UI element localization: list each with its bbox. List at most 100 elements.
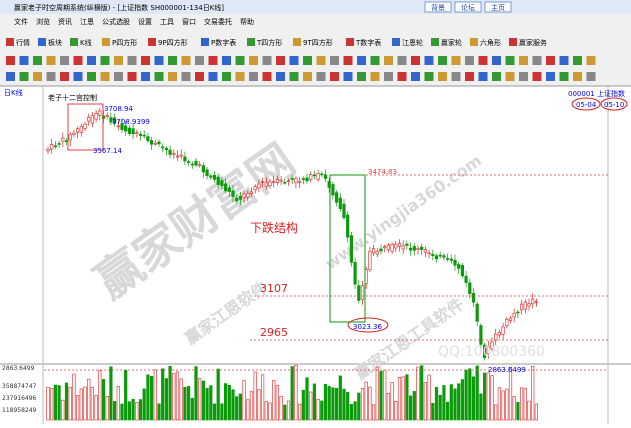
toolbar-icon[interactable]	[586, 72, 596, 81]
toolbar-icon[interactable]	[293, 38, 301, 46]
toolbar-icon[interactable]	[141, 72, 150, 81]
toolbar-icon[interactable]	[114, 72, 123, 81]
toolbar-icon[interactable]	[451, 56, 461, 65]
toolbar-icon[interactable]	[546, 72, 555, 81]
toolbar-icon[interactable]	[303, 56, 312, 65]
toolbar-button[interactable]: 江恩轮	[402, 38, 423, 47]
toolbar-icon[interactable]	[346, 38, 354, 46]
menu-item[interactable]: 工具	[160, 18, 174, 26]
toolbar-icon[interactable]	[384, 72, 393, 81]
toolbar-icon[interactable]	[424, 56, 434, 65]
toolbar-icon[interactable]	[208, 72, 218, 81]
title-button[interactable]	[454, 1, 482, 13]
toolbar-icon[interactable]	[195, 72, 204, 81]
toolbar-icon[interactable]	[249, 56, 258, 65]
toolbar-icon[interactable]	[478, 72, 488, 81]
toolbar-icon[interactable]	[46, 56, 56, 65]
toolbar-icon[interactable]	[168, 56, 177, 65]
toolbar-icon[interactable]	[330, 56, 339, 65]
toolbar-button[interactable]: 赢家服务	[519, 38, 547, 47]
toolbar-icon[interactable]	[6, 38, 14, 46]
title-button[interactable]	[484, 1, 512, 13]
toolbar-icon[interactable]	[559, 72, 569, 81]
toolbar-icon[interactable]	[222, 56, 231, 65]
toolbar-button[interactable]: 六角形	[480, 38, 501, 47]
toolbar-button[interactable]: T数字表	[355, 38, 381, 47]
toolbar-icon[interactable]	[100, 56, 110, 65]
toolbar-icon[interactable]	[492, 56, 501, 65]
menu-item[interactable]: 交易委托	[204, 17, 232, 26]
menu-item[interactable]: 公式选股	[102, 17, 130, 26]
toolbar-icon[interactable]	[370, 56, 380, 65]
toolbar-icon[interactable]	[19, 72, 29, 81]
menu-item[interactable]: 江恩	[80, 18, 94, 26]
toolbar-icon[interactable]	[357, 72, 366, 81]
toolbar-icon[interactable]	[384, 56, 393, 65]
toolbar-icon[interactable]	[431, 38, 439, 46]
toolbar-button[interactable]: T四方形	[256, 38, 282, 47]
toolbar-icon[interactable]	[6, 56, 15, 65]
toolbar-icon[interactable]	[235, 56, 245, 65]
toolbar-icon[interactable]	[181, 56, 191, 65]
menu-item[interactable]: 资讯	[58, 17, 72, 26]
toolbar-icon[interactable]	[411, 72, 420, 81]
toolbar-icon[interactable]	[451, 72, 461, 81]
toolbar-icon[interactable]	[46, 72, 56, 81]
toolbar-icon[interactable]	[478, 56, 488, 65]
toolbar-icon[interactable]	[201, 38, 209, 46]
toolbar-icon[interactable]	[247, 38, 255, 46]
toolbar-button[interactable]: P四方形	[112, 38, 137, 47]
toolbar-icon[interactable]	[148, 38, 156, 46]
toolbar-icon[interactable]	[154, 56, 164, 65]
toolbar-icon[interactable]	[262, 72, 272, 81]
toolbar-icon[interactable]	[424, 72, 434, 81]
toolbar-icon[interactable]	[33, 72, 42, 81]
toolbar-button[interactable]: 9T四方形	[303, 38, 333, 47]
menu-item[interactable]: 浏览	[36, 17, 50, 26]
toolbar-icon[interactable]	[370, 72, 380, 81]
toolbar-icon[interactable]	[19, 56, 29, 65]
toolbar-button[interactable]: 板块	[48, 38, 62, 47]
toolbar-icon[interactable]	[343, 72, 353, 81]
title-button[interactable]	[424, 1, 452, 13]
menu-item[interactable]: 设置	[138, 17, 152, 26]
title-button-label[interactable]: 背景	[431, 3, 445, 12]
menu-item[interactable]: 帮助	[240, 17, 254, 26]
toolbar-icon[interactable]	[235, 72, 245, 81]
toolbar-button[interactable]: K线	[80, 38, 92, 47]
menu-item[interactable]: 窗口	[182, 17, 196, 26]
toolbar-icon[interactable]	[573, 72, 582, 81]
toolbar-icon[interactable]	[262, 56, 272, 65]
menu-item[interactable]: 文件	[14, 17, 28, 26]
toolbar-icon[interactable]	[492, 72, 501, 81]
toolbar-icon[interactable]	[73, 56, 83, 65]
toolbar-icon[interactable]	[70, 38, 78, 46]
toolbar-icon[interactable]	[392, 38, 400, 46]
toolbar-icon[interactable]	[289, 72, 299, 81]
toolbar-icon[interactable]	[509, 38, 517, 46]
toolbar-icon[interactable]	[195, 56, 204, 65]
toolbar-button[interactable]: 9P四方形	[158, 38, 188, 47]
toolbar-icon[interactable]	[465, 72, 474, 81]
toolbar-icon[interactable]	[289, 56, 299, 65]
toolbar-icon[interactable]	[357, 56, 366, 65]
toolbar-icon[interactable]	[102, 38, 110, 46]
toolbar-icon[interactable]	[33, 56, 42, 65]
toolbar-icon[interactable]	[38, 38, 46, 46]
toolbar-icon[interactable]	[505, 72, 515, 81]
toolbar-icon[interactable]	[546, 56, 555, 65]
toolbar-icon[interactable]	[222, 72, 231, 81]
toolbar-icon[interactable]	[559, 56, 569, 65]
toolbar-icon[interactable]	[505, 56, 515, 65]
toolbar-button[interactable]: 赢家轮	[441, 38, 462, 47]
toolbar-icon[interactable]	[330, 72, 339, 81]
title-button-label[interactable]: 主页	[491, 3, 505, 12]
toolbar-icon[interactable]	[141, 56, 150, 65]
toolbar-icon[interactable]	[532, 72, 542, 81]
toolbar-icon[interactable]	[181, 72, 191, 81]
toolbar-icon[interactable]	[303, 72, 312, 81]
toolbar-button[interactable]: 行情	[16, 38, 30, 47]
toolbar-button[interactable]: P数字表	[211, 38, 236, 47]
toolbar-icon[interactable]	[276, 72, 285, 81]
toolbar-icon[interactable]	[316, 56, 326, 65]
